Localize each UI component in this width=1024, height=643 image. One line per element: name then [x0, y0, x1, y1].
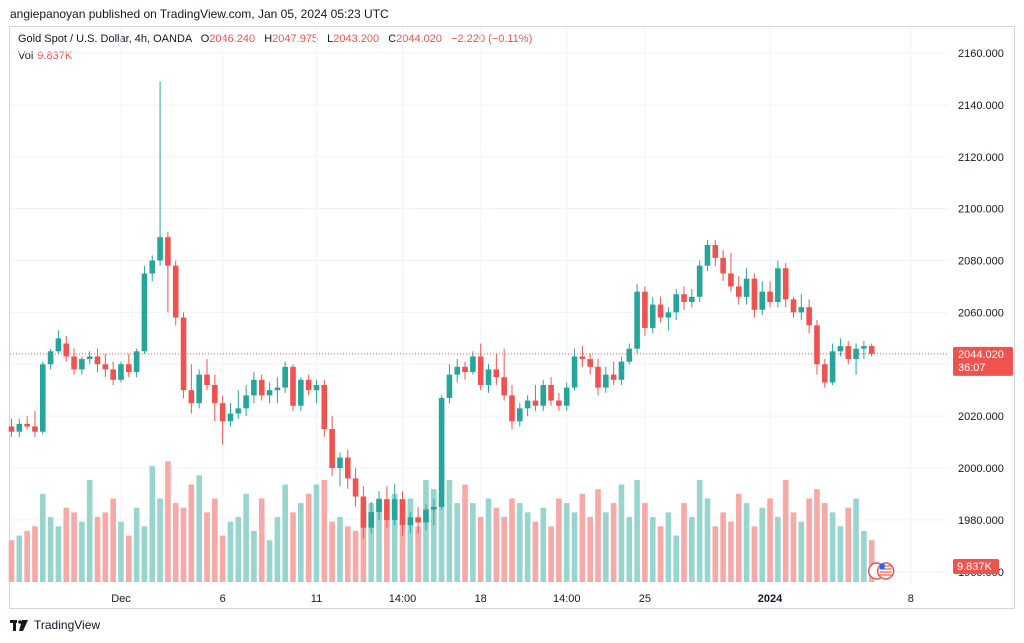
volume-label: Vol	[18, 50, 34, 62]
open-label: O	[200, 33, 210, 45]
high-label: H	[264, 33, 273, 45]
change-value: −2.220 (−0.11%)	[451, 33, 533, 45]
tradingview-logo-icon	[10, 619, 28, 631]
brand-label: TradingView	[34, 618, 101, 632]
close-label: C	[388, 33, 397, 45]
open-value: 2046.240	[209, 33, 256, 45]
chart-frame	[9, 26, 1015, 609]
close-value: 2044.020	[396, 33, 443, 45]
symbol-title[interactable]: Gold Spot / U.S. Dollar, 4h, OANDA	[18, 33, 192, 45]
volume-value: 9.837K	[37, 50, 73, 62]
tradingview-brand[interactable]: TradingView	[10, 618, 100, 632]
publisher-line: angiepanoyan published on TradingView.co…	[10, 7, 389, 21]
high-value: 2047.975	[272, 33, 319, 45]
volume-legend: Vol 9.837K	[18, 50, 72, 62]
low-value: 2043.200	[333, 33, 380, 45]
ohlc-legend: Gold Spot / U.S. Dollar, 4h, OANDA O2046…	[18, 33, 532, 45]
low-label: L	[327, 33, 334, 45]
